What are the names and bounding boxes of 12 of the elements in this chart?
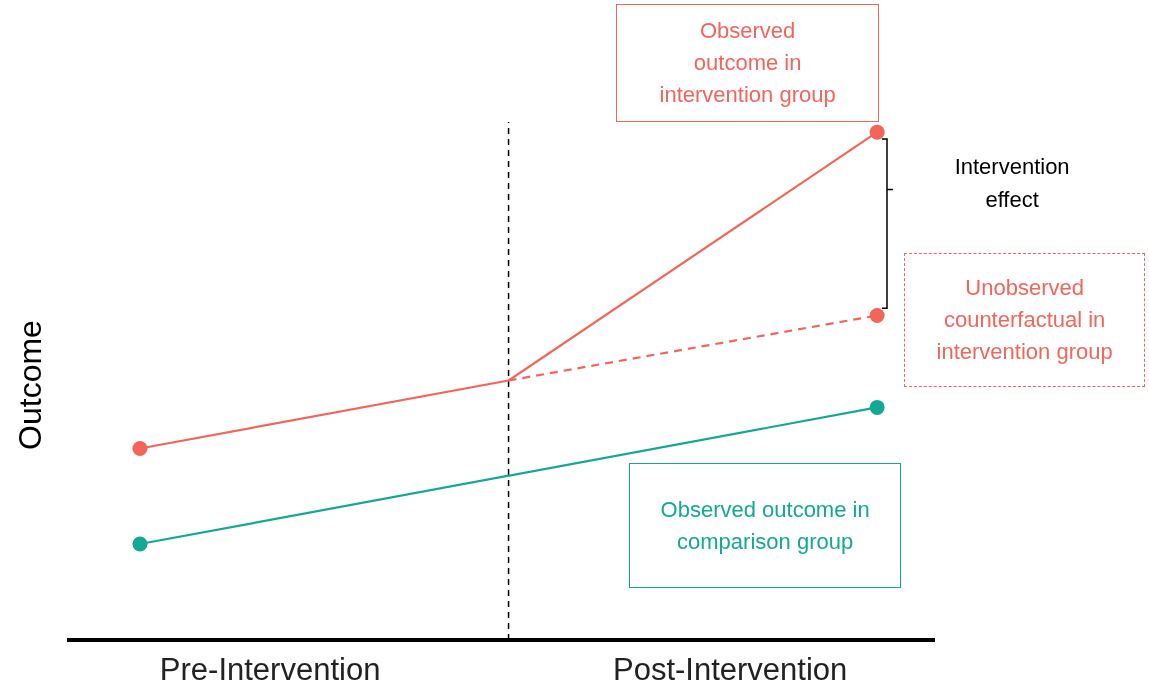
point (132, 441, 148, 457)
text: Pre-Intervention (159, 652, 381, 688)
point (132, 536, 148, 552)
text: Post-Intervention (612, 652, 848, 688)
point (869, 307, 885, 323)
text: Intervention effect (953, 153, 1071, 215)
point (869, 399, 885, 415)
point (869, 124, 885, 140)
text: Observed outcome in comparison group (629, 463, 902, 589)
y-axis-title: Outcome (11, 320, 49, 450)
series-label: Observed outcome in intervention group (616, 4, 880, 123)
text: Unobserved counterfactual in intervention group (904, 253, 1146, 388)
